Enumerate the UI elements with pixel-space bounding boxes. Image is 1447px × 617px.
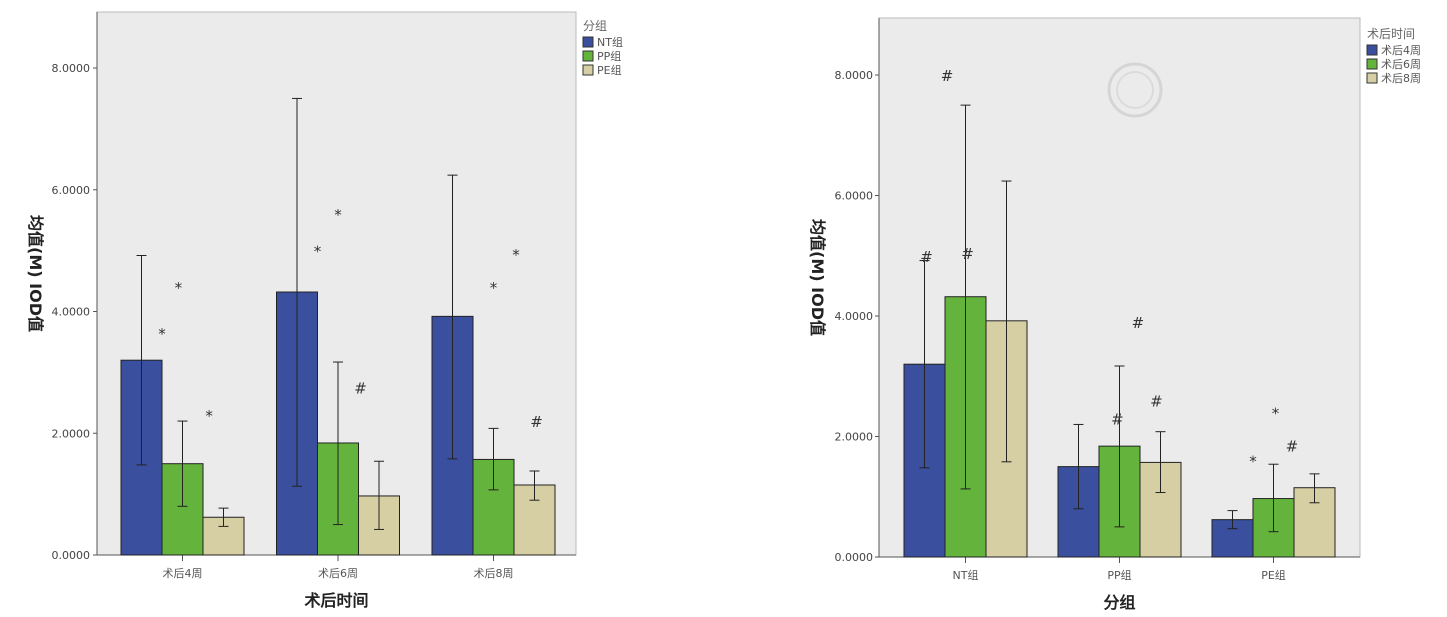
y-tick-label: 6.0000 [835, 190, 874, 203]
y-tick-label: 4.0000 [52, 306, 91, 319]
y-tick-label: 8.0000 [835, 69, 874, 82]
legend-swatch [582, 64, 594, 76]
y-tick-label: 8.0000 [52, 62, 91, 75]
x-axis-title: 分组 [1103, 593, 1135, 612]
x-axis-title: 术后时间 [303, 591, 368, 610]
y-tick-label: 0.0000 [52, 549, 91, 562]
legend-label: 术后6周 [1381, 58, 1421, 71]
watermark-seal-inner [1116, 71, 1154, 109]
legend-swatch [1366, 72, 1378, 84]
chart-1: 0.0000 2.0000 4.0000 6.0000 8.0000 均值(M) IOD值… [26, 11, 623, 610]
significance-mark: # [1111, 410, 1124, 428]
y-tick-label: 0.0000 [835, 551, 874, 564]
significance-mark: # [1150, 392, 1163, 410]
significance-mark: * [205, 407, 213, 425]
y-axis-title: 均值(M) IOD值 [26, 215, 45, 332]
x-tick-label: PP组 [1107, 568, 1131, 582]
legend-label: NT组 [597, 35, 623, 49]
x-tick-label: 术后6周 [318, 567, 358, 580]
legend-title: 术后时间 [1367, 27, 1415, 41]
watermark-logo [1107, 62, 1163, 118]
y-tick-label: 4.0000 [835, 310, 874, 323]
significance-mark: # [941, 67, 954, 85]
y-tick-label: 2.0000 [835, 431, 874, 444]
legend-title: 分组 [583, 19, 607, 33]
y-tick-label: 6.0000 [52, 184, 91, 197]
legend-label: PP组 [597, 49, 621, 63]
legend-swatch [1366, 58, 1378, 70]
legend-label: 术后4周 [1381, 44, 1421, 57]
significance-mark: * [1249, 453, 1257, 471]
significance-mark: # [530, 413, 543, 431]
significance-mark: * [158, 325, 166, 343]
legend-swatch [582, 50, 594, 62]
significance-mark: * [175, 279, 183, 297]
legend-swatch [1366, 44, 1378, 56]
significance-mark: * [334, 206, 342, 224]
legend-swatch [582, 36, 594, 48]
legend-label: PE组 [597, 63, 622, 77]
x-tick-label: 术后4周 [163, 567, 203, 580]
significance-mark: # [354, 380, 367, 398]
legend-label: 术后8周 [1381, 72, 1421, 85]
chart-2: 0.0000 2.0000 4.0000 6.0000 8.0000 均值(M) IOD值… [808, 17, 1421, 612]
y-tick-label: 2.0000 [52, 427, 91, 440]
significance-mark: * [490, 279, 498, 297]
significance-mark: * [512, 246, 520, 264]
significance-mark: # [1286, 438, 1299, 456]
significance-mark: # [1132, 314, 1145, 332]
significance-mark: # [961, 245, 974, 263]
significance-mark: * [314, 243, 322, 261]
watermark-seal [1107, 62, 1163, 118]
x-tick-label: NT组 [953, 568, 979, 582]
significance-mark: # [920, 248, 933, 266]
y-axis-title: 均值(M) IOD值 [808, 219, 827, 336]
x-tick-label: 术后8周 [474, 567, 514, 580]
x-tick-label: PE组 [1261, 568, 1286, 582]
significance-mark: * [1272, 404, 1280, 422]
